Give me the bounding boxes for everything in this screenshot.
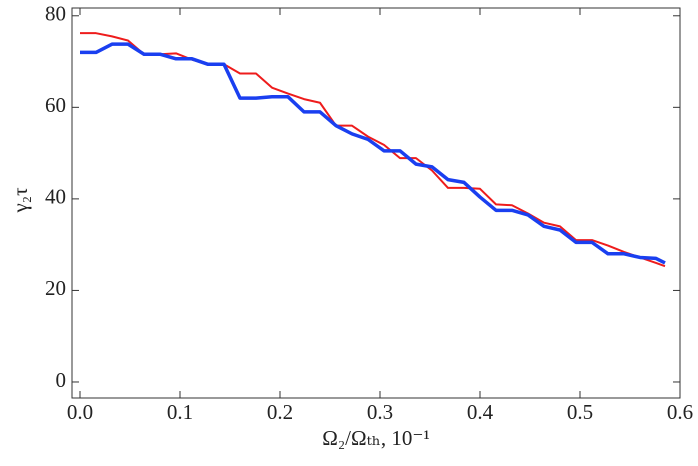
y-tick-label: 40: [45, 185, 66, 209]
y-tick-label: 0: [56, 368, 67, 392]
x-tick-label: 0.3: [367, 400, 393, 424]
x-tick-label: 0.4: [467, 400, 494, 424]
x-tick-label: 0.5: [567, 400, 593, 424]
x-tick-label: 0.1: [167, 400, 193, 424]
y-tick-label: 80: [45, 2, 66, 26]
x-axis-label: Ω₂/Ωₜₕ, 10⁻¹: [322, 426, 430, 450]
data-line: [80, 42, 666, 265]
y-axis-label: γ₂τ: [8, 187, 32, 213]
data-line: [80, 32, 666, 268]
x-tick-label: 0.0: [67, 400, 93, 424]
y-tick-label: 60: [45, 93, 66, 117]
x-tick-label: 0.2: [267, 400, 293, 424]
y-tick-label: 20: [45, 276, 66, 300]
x-tick-label: 0.6: [667, 400, 693, 424]
plot-frame: [71, 7, 681, 399]
